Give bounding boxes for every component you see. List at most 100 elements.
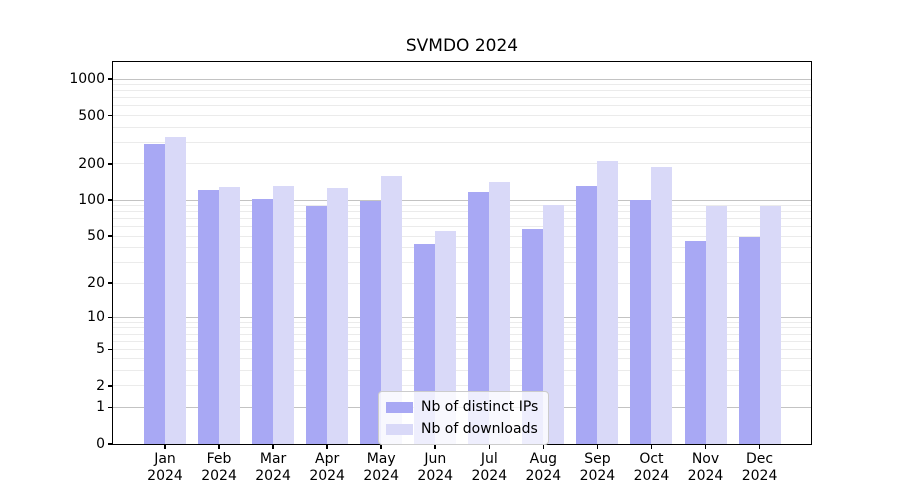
x-tick-year: 2024 xyxy=(579,467,616,484)
x-tick-mark xyxy=(542,444,545,449)
x-tick-mark xyxy=(650,444,653,449)
gridline-80 xyxy=(113,211,811,213)
y-tick-label-1000: 1000 xyxy=(69,71,105,87)
x-tick-year: 2024 xyxy=(417,467,454,484)
gridline-800 xyxy=(113,90,811,92)
gridline-60 xyxy=(113,226,811,228)
bar-distinct-ips-sep xyxy=(576,186,598,444)
bars-layer xyxy=(113,62,811,444)
x-tick-mark xyxy=(380,444,382,449)
x-tick-mark xyxy=(758,444,761,449)
bar-downloads-mar xyxy=(273,186,295,444)
bar-distinct-ips-may xyxy=(360,201,382,444)
bar-distinct-ips-aug xyxy=(522,228,544,444)
gridline-400 xyxy=(113,126,811,128)
x-tick-label-jan: Jan 2024 xyxy=(135,451,195,484)
gridline-2 xyxy=(113,385,811,387)
bar-distinct-ips-nov xyxy=(684,240,706,444)
y-tick-mark xyxy=(108,199,113,201)
bar-downloads-sep xyxy=(597,160,619,444)
legend-item-downloads: Nb of downloads xyxy=(386,421,538,437)
x-tick-year: 2024 xyxy=(147,467,183,484)
y-tick-mark xyxy=(108,163,113,165)
y-tick-label-1: 1 xyxy=(96,399,105,416)
x-tick-label-apr: Apr 2024 xyxy=(297,451,357,484)
y-tick-mark xyxy=(108,114,113,117)
x-tick-month: Jul xyxy=(480,451,498,467)
x-tick-label-nov: Nov 2024 xyxy=(676,451,736,484)
gridline-500 xyxy=(113,115,811,117)
bar-distinct-ips-jul xyxy=(468,191,490,444)
y-tick-mark xyxy=(108,348,113,351)
gridline-7 xyxy=(113,333,811,335)
gridline-100 xyxy=(113,199,811,201)
bar-downloads-dec xyxy=(759,206,781,444)
x-tick-mark xyxy=(434,444,437,449)
x-tick-mark xyxy=(164,444,166,449)
gridline-600 xyxy=(113,105,811,107)
grid-layer xyxy=(113,62,811,444)
gridline-1000 xyxy=(113,78,811,80)
gridline-6 xyxy=(113,340,811,342)
x-tick-label-aug: Aug 2024 xyxy=(513,451,573,484)
gridline-50 xyxy=(113,235,811,237)
y-tick-label-500: 500 xyxy=(78,107,105,124)
y-tick-label-0: 0 xyxy=(96,436,105,452)
x-tick-label-may: May 2024 xyxy=(351,451,411,484)
x-tick-label-sep: Sep 2024 xyxy=(567,451,627,484)
gridline-3 xyxy=(113,370,811,372)
x-tick-month: Oct xyxy=(639,451,664,467)
legend-label-distinct-ips: Nb of distinct IPs xyxy=(421,399,539,415)
bar-distinct-ips-apr xyxy=(306,205,328,444)
bar-downloads-aug xyxy=(543,204,565,444)
y-tick-label-10: 10 xyxy=(87,309,105,326)
x-tick-year: 2024 xyxy=(255,467,291,484)
gridline-10 xyxy=(113,316,811,318)
x-tick-mark xyxy=(218,444,220,449)
x-tick-month: Apr xyxy=(315,451,340,467)
x-tick-mark xyxy=(326,444,328,449)
legend-label-downloads: Nb of downloads xyxy=(421,421,538,437)
y-tick-mark xyxy=(108,385,113,387)
legend: Nb of distinct IPs Nb of downloads xyxy=(378,391,550,445)
x-tick-month: Feb xyxy=(206,451,232,467)
gridline-5 xyxy=(113,348,811,350)
gridline-9 xyxy=(113,321,811,323)
bar-distinct-ips-oct xyxy=(630,200,652,444)
y-tick-label-20: 20 xyxy=(87,275,105,292)
x-tick-month: Aug xyxy=(529,451,558,467)
x-tick-month: Jun xyxy=(424,451,447,467)
y-tick-label-2: 2 xyxy=(96,377,105,394)
y-tick-mark xyxy=(108,78,113,80)
y-tick-mark xyxy=(108,235,113,238)
y-tick-mark xyxy=(108,443,113,445)
x-tick-label-oct: Oct 2024 xyxy=(621,451,681,484)
bar-distinct-ips-feb xyxy=(198,190,220,444)
gridline-900 xyxy=(113,84,811,86)
gridline-200 xyxy=(113,163,811,165)
x-tick-year: 2024 xyxy=(633,467,670,484)
y-tick-mark xyxy=(108,282,113,284)
y-tick-mark xyxy=(108,406,113,409)
gridline-700 xyxy=(113,97,811,99)
gridline-8 xyxy=(113,327,811,329)
x-tick-label-feb: Feb 2024 xyxy=(189,451,249,484)
bar-downloads-jan xyxy=(165,137,186,444)
chart-title: SVMDO 2024 xyxy=(405,36,519,56)
bar-downloads-oct xyxy=(651,166,673,444)
x-tick-mark xyxy=(272,444,274,449)
x-tick-year: 2024 xyxy=(471,467,508,484)
bar-downloads-nov xyxy=(705,205,727,444)
gridline-70 xyxy=(113,218,811,220)
x-tick-month: Nov xyxy=(691,451,720,467)
gridline-4 xyxy=(113,358,811,360)
x-tick-month: Jan xyxy=(154,451,176,467)
x-tick-month: May xyxy=(366,451,396,467)
x-tick-label-dec: Dec 2024 xyxy=(730,451,790,484)
bar-downloads-may xyxy=(381,175,403,444)
bar-distinct-ips-dec xyxy=(738,237,760,444)
x-tick-year: 2024 xyxy=(687,467,724,484)
x-tick-mark xyxy=(488,444,491,449)
gridline-20 xyxy=(113,282,811,284)
